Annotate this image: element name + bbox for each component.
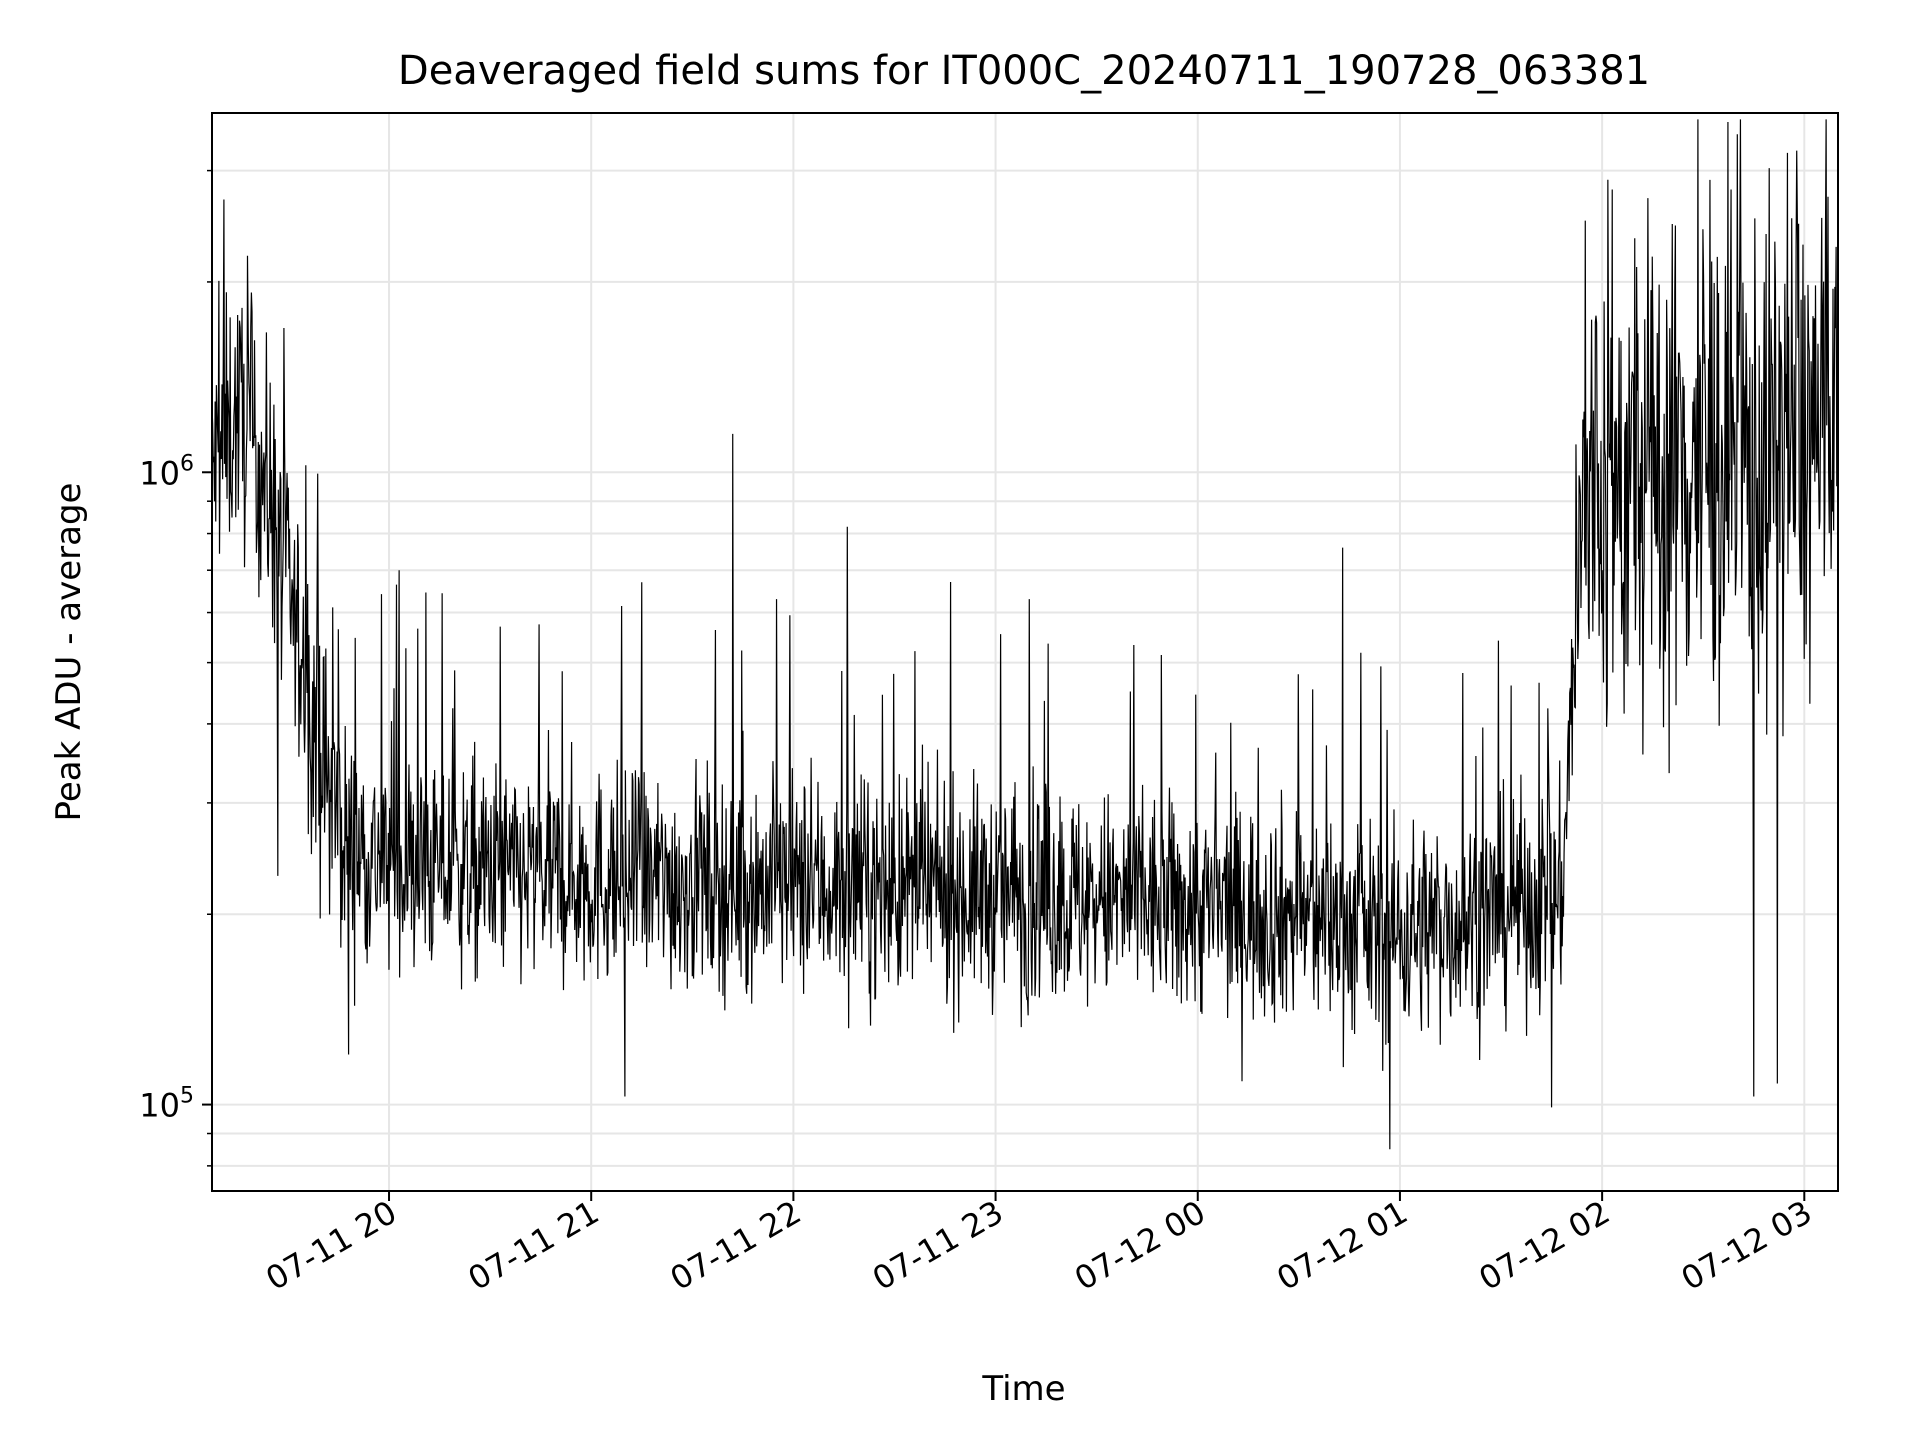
line-series [211,119,1839,1150]
y-tick-exponent: 5 [180,1084,194,1109]
plot-frame [211,112,1839,1192]
y-tick-label: 105 [139,1084,194,1125]
y-tick-base: 10 [139,1087,180,1125]
y-tick-base: 10 [139,454,180,492]
y-tick-exponent: 6 [180,451,194,476]
grid-layer [212,113,1838,1191]
y-axis-label: Peak ADU - average [49,483,89,822]
series-line [211,119,1839,1150]
x-axis-label: Time [981,1369,1065,1409]
y-tick-label: 106 [139,451,194,492]
chart-title: Deaveraged field sums for IT000C_2024071… [398,48,1650,94]
